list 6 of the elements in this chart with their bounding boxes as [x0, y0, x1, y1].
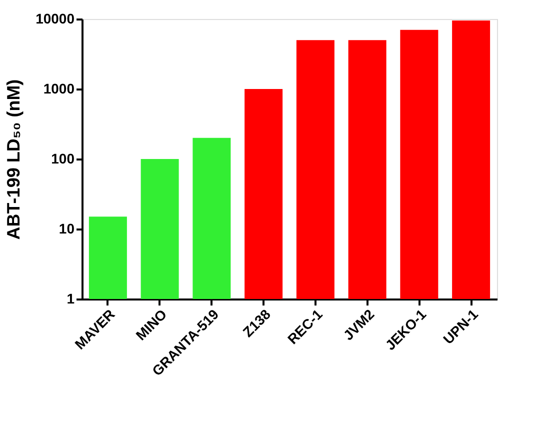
y-tick-label: 10: [58, 220, 75, 236]
y-tick-label: 1: [66, 290, 75, 306]
y-tick-label: 1000: [43, 80, 75, 96]
y-tick-label: 100: [51, 150, 75, 166]
y-tick-label: 10000: [36, 10, 75, 26]
y-axis-title: ABT-199 LD₅₀ (nM): [4, 79, 24, 240]
